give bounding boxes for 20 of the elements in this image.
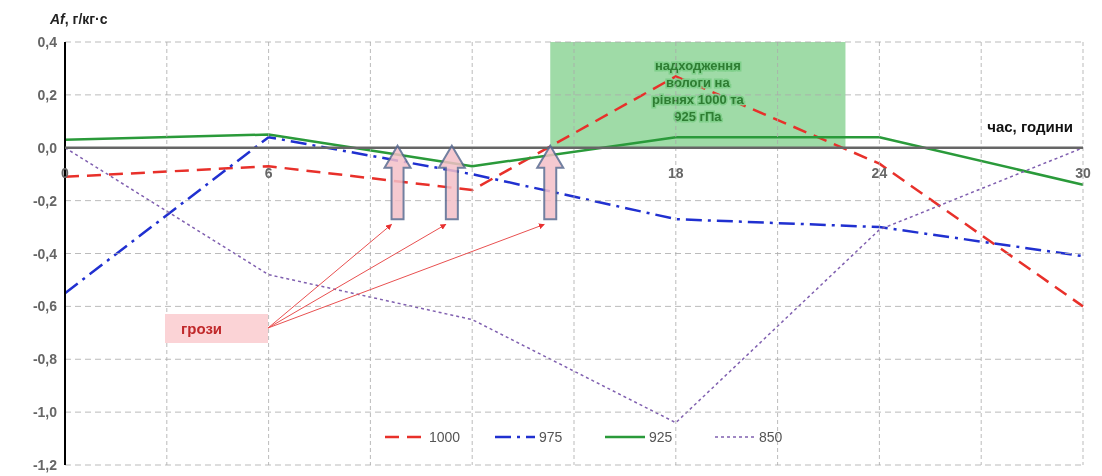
y-tick-label: -1,2: [32, 457, 58, 473]
legend-label: 850: [759, 429, 783, 445]
x-tick-label: 6: [264, 164, 273, 181]
y-tick-label: -0,2: [32, 192, 58, 209]
y-tick-label: -1,0: [32, 404, 58, 421]
legend-label: 975: [539, 429, 563, 445]
legend-label: 925: [649, 429, 673, 445]
legend-label: 1000: [429, 429, 461, 445]
x-tick-label: 24: [871, 164, 888, 181]
x-tick-label: 30: [1075, 164, 1091, 181]
y-tick-label: 0,4: [37, 34, 58, 50]
y-tick-label: -0,6: [32, 298, 58, 315]
x-tick-label: 18: [668, 164, 684, 181]
y-tick-label: 0,0: [37, 139, 58, 156]
y-tick-label: -0,8: [32, 351, 58, 368]
x-axis-title: час, години: [987, 117, 1073, 135]
y-axis-title: Af, г/кг·с: [49, 11, 108, 27]
y-tick-label: -0,4: [32, 245, 58, 262]
y-tick-label: 0,2: [37, 86, 58, 103]
annotation: грози: [181, 320, 223, 337]
